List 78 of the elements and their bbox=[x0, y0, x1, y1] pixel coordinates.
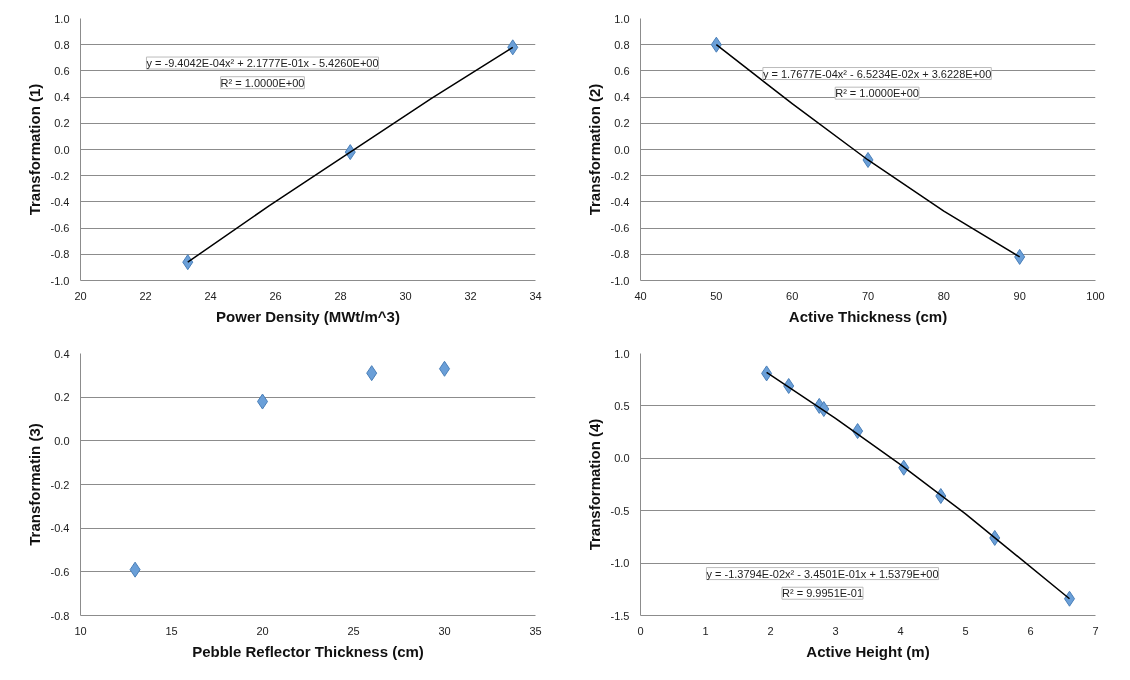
y-axis-title: Transformation (1) bbox=[25, 83, 43, 216]
x-tick-label: 30 bbox=[399, 289, 412, 302]
x-tick-label: 30 bbox=[438, 624, 451, 637]
annotation: R² = 1.0000E+00 bbox=[835, 87, 920, 100]
y-axis-title: Transformation (2) bbox=[585, 83, 603, 216]
y-tick-label: -0.2 bbox=[50, 478, 70, 491]
y-tick-label: -0.6 bbox=[610, 222, 630, 235]
annotation: R² = 9.9951E-01 bbox=[781, 587, 864, 600]
x-tick-label: 40 bbox=[634, 289, 647, 302]
y-tick-label: 0.0 bbox=[54, 434, 70, 447]
x-tick-label: 80 bbox=[937, 289, 950, 302]
x-tick-label: 90 bbox=[1013, 289, 1026, 302]
y-tick-label: -0.6 bbox=[50, 565, 70, 578]
y-tick-label: -0.6 bbox=[50, 222, 70, 235]
x-axis-title: Pebble Reflector Thickness (cm) bbox=[192, 642, 424, 660]
x-tick-label: 28 bbox=[334, 289, 347, 302]
x-tick-label: 70 bbox=[861, 289, 875, 302]
x-tick-label: 22 bbox=[139, 289, 152, 302]
y-tick-label: 0.4 bbox=[54, 347, 70, 360]
y-tick-label: 0.2 bbox=[54, 117, 70, 130]
y-tick-label: -0.8 bbox=[610, 248, 630, 261]
y-tick-label: 1.0 bbox=[614, 12, 630, 25]
y-tick-label: -0.4 bbox=[50, 195, 70, 208]
x-tick-label: 32 bbox=[464, 289, 477, 302]
x-tick-label: 1 bbox=[702, 624, 709, 637]
x-axis-title: Active Height (m) bbox=[806, 642, 930, 660]
x-tick-label: 4 bbox=[897, 624, 904, 637]
y-tick-label: -0.2 bbox=[50, 169, 70, 182]
y-tick-label: 0.5 bbox=[614, 399, 630, 412]
annotation: y = 1.7677E-04x² - 6.5234E-02x + 3.6228E+00 bbox=[762, 67, 992, 80]
annotation: y = -1.3794E-02x² - 3.4501E-01x + 1.5379E+00 bbox=[706, 567, 939, 580]
y-tick-label: -1.0 bbox=[50, 274, 70, 287]
x-tick-label: 3 bbox=[832, 624, 839, 637]
annotation: y = -9.4042E-04x² + 2.1777E-01x - 5.4260E+00 bbox=[146, 57, 379, 70]
x-tick-label: 5 bbox=[962, 624, 969, 637]
y-tick-label: 0.0 bbox=[54, 143, 70, 156]
y-tick-label: 0.0 bbox=[614, 143, 630, 156]
y-tick-label: -0.4 bbox=[610, 195, 630, 208]
y-axis-title: Transformatin (3) bbox=[25, 423, 43, 546]
x-tick-label: 100 bbox=[1086, 289, 1105, 302]
y-tick-label: 0.2 bbox=[614, 117, 630, 130]
y-tick-label: -0.8 bbox=[50, 609, 70, 622]
x-tick-label: 10 bbox=[74, 624, 87, 637]
annotation: R² = 1.0000E+00 bbox=[220, 76, 305, 89]
y-tick-label: 0.8 bbox=[614, 38, 630, 51]
y-tick-label: -0.2 bbox=[610, 169, 630, 182]
x-tick-label: 20 bbox=[74, 289, 87, 302]
y-tick-label: 0.6 bbox=[54, 64, 70, 77]
x-tick-label: 7 bbox=[1092, 624, 1099, 637]
y-tick-label: 1.0 bbox=[614, 347, 630, 360]
y-tick-label: -0.5 bbox=[610, 504, 630, 517]
y-tick-label: 0.6 bbox=[614, 64, 630, 77]
y-tick-label: 0.2 bbox=[54, 391, 70, 404]
y-tick-label: 0.4 bbox=[614, 91, 630, 104]
x-axis-title: Active Thickness (cm) bbox=[788, 307, 948, 325]
x-tick-label: 26 bbox=[269, 289, 282, 302]
y-tick-label: 1.0 bbox=[54, 12, 70, 25]
x-tick-label: 34 bbox=[529, 289, 542, 302]
y-tick-label: -0.8 bbox=[50, 248, 70, 261]
x-axis-title: Power Density (MWt/m^3) bbox=[216, 307, 400, 325]
x-tick-label: 24 bbox=[204, 289, 217, 302]
x-tick-label: 20 bbox=[256, 624, 269, 637]
y-tick-label: -0.4 bbox=[50, 522, 70, 535]
y-tick-label: -1.5 bbox=[610, 609, 630, 622]
x-tick-label: 2 bbox=[767, 624, 774, 637]
x-tick-label: 15 bbox=[165, 624, 178, 637]
y-tick-label: -1.0 bbox=[610, 274, 630, 287]
x-tick-label: 6 bbox=[1027, 624, 1034, 637]
y-tick-label: 0.8 bbox=[54, 38, 70, 51]
y-axis-title: Transformation (4) bbox=[585, 418, 603, 551]
x-tick-label: 25 bbox=[347, 624, 360, 637]
x-tick-label: 60 bbox=[786, 289, 799, 302]
y-tick-label: 0.4 bbox=[54, 91, 70, 104]
y-tick-label: 0.0 bbox=[614, 452, 630, 465]
x-tick-label: 50 bbox=[710, 289, 723, 302]
y-tick-label: -1.0 bbox=[610, 557, 630, 570]
x-tick-label: 0 bbox=[637, 624, 644, 637]
x-tick-label: 35 bbox=[529, 624, 542, 637]
